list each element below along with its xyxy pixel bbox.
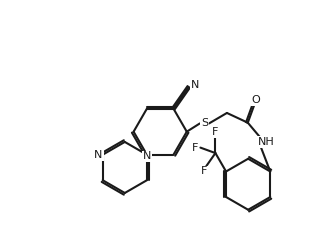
Text: N: N xyxy=(191,80,199,90)
Text: O: O xyxy=(252,95,260,105)
Text: S: S xyxy=(201,118,208,129)
Text: NH: NH xyxy=(258,137,275,147)
Text: N: N xyxy=(94,150,103,160)
Text: N: N xyxy=(143,152,151,161)
Text: F: F xyxy=(201,166,208,176)
Text: F: F xyxy=(192,143,198,153)
Text: F: F xyxy=(212,127,218,137)
